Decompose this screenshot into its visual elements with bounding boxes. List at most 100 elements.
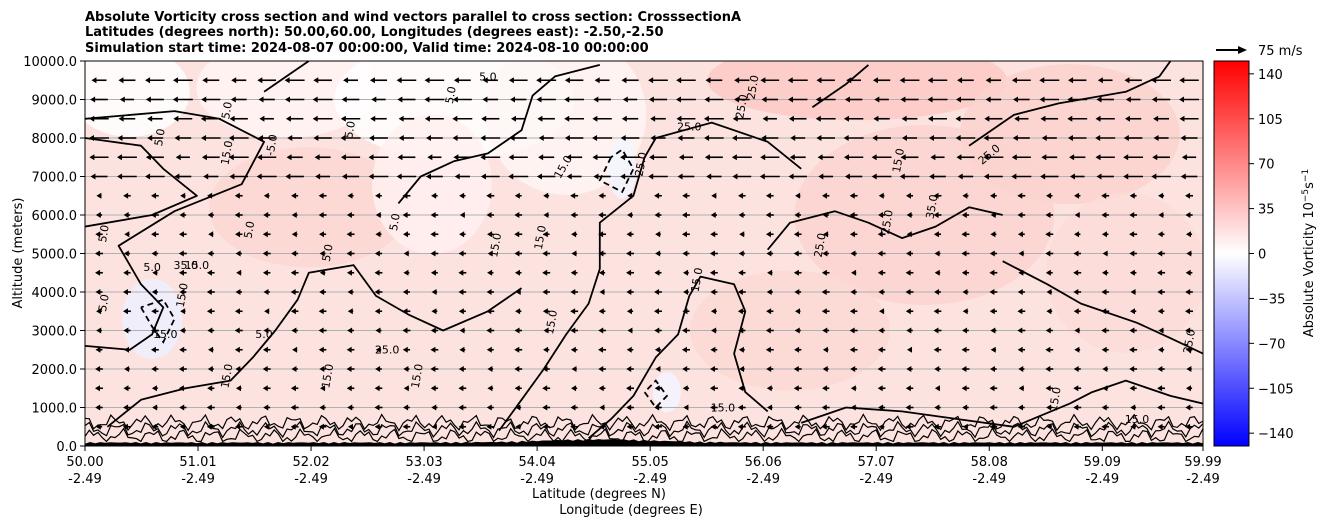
wind-vector (1180, 173, 1198, 180)
wind-vector-head (934, 385, 940, 392)
wind-vector-head (627, 327, 633, 334)
wind-vector (346, 366, 355, 372)
wind-vector-head (116, 154, 122, 161)
wind-vector-head (284, 96, 290, 103)
wind-vector (621, 77, 639, 84)
wind-vector (653, 308, 662, 315)
wind-vector (654, 327, 662, 334)
wind-vector-head (1017, 212, 1023, 218)
wind-vector-head (570, 192, 576, 199)
wind-vector-head (1130, 289, 1136, 295)
wind-vector (1017, 231, 1025, 238)
wind-vector (1157, 289, 1165, 295)
wind-vector (1045, 366, 1054, 372)
wind-vector-head (374, 269, 380, 276)
wind-vector-head (626, 269, 632, 276)
y-tick-label: 0.0 (56, 440, 77, 455)
wind-vector-head (431, 404, 437, 411)
wind-vector (118, 115, 136, 122)
wind-vector-head (962, 327, 968, 334)
wind-vector-head (899, 173, 905, 180)
wind-vector (542, 366, 550, 372)
wind-vector (347, 308, 354, 315)
wind-vector-head (290, 423, 296, 430)
wind-vector-head (542, 385, 548, 392)
wind-vector (1151, 96, 1171, 103)
wind-vector-head (264, 308, 270, 315)
wind-vector-head (1157, 250, 1163, 257)
wind-vector-head (235, 404, 241, 411)
wind-vector-head (1123, 135, 1129, 141)
wind-vector-head (759, 173, 765, 180)
wind-vector (234, 327, 243, 334)
wind-vector (711, 192, 717, 199)
wind-vector-head (1073, 308, 1079, 315)
wind-vector-head (179, 404, 185, 411)
wind-vector-head (207, 385, 213, 392)
wind-vector-head (592, 115, 598, 122)
wind-vector (648, 77, 668, 84)
wind-vector (710, 212, 718, 218)
wind-vector-head (312, 115, 318, 122)
wind-vector-head (515, 308, 521, 315)
wind-vector (118, 77, 136, 84)
wind-vector (654, 212, 662, 218)
wind-vector-head (821, 404, 827, 411)
wind-vector-head (570, 404, 576, 411)
wind-vector-head (1101, 327, 1107, 334)
wind-vector (145, 96, 164, 103)
wind-vector (347, 423, 354, 430)
wind-vector-head (179, 423, 185, 430)
wind-vector (682, 366, 690, 372)
wind-vector-head (515, 423, 521, 430)
wind-vector-head (340, 154, 346, 161)
wind-vector (1129, 308, 1137, 315)
wind-vector-head (598, 366, 604, 372)
wind-vector (235, 366, 243, 372)
wind-vector (371, 96, 386, 103)
wind-vector (123, 346, 130, 353)
wind-vector (116, 154, 137, 161)
wind-vector-head (626, 423, 632, 430)
wind-vector-head (648, 96, 654, 103)
quiver-key: 75 m/s (1216, 44, 1303, 59)
wind-vector-head (989, 289, 995, 295)
wind-vector (542, 269, 551, 276)
wind-vector (315, 173, 331, 180)
wind-vector-head (599, 269, 605, 276)
wind-vector (123, 327, 131, 334)
wind-vector (906, 366, 913, 372)
wind-vector (566, 173, 582, 180)
wind-vector-head (147, 135, 153, 141)
wind-vector (850, 366, 858, 372)
wind-vector-head (510, 96, 516, 103)
wind-vector (124, 366, 130, 372)
wind-vector (571, 366, 577, 372)
wind-vector-head (710, 404, 716, 411)
wind-vector (620, 135, 640, 141)
wind-vector (1153, 135, 1169, 141)
wind-vector (709, 250, 718, 257)
wind-vector-head (962, 423, 968, 430)
y-tick-label: 9000.0 (32, 94, 78, 109)
wind-vector-head (234, 212, 240, 218)
wind-vector-head (1130, 404, 1136, 411)
x-axis-ticks: 50.00-2.4951.01-2.4952.02-2.4953.03-2.49… (66, 446, 1222, 487)
wind-vector-head (180, 192, 186, 199)
wind-vector (654, 346, 662, 353)
wind-vector (486, 327, 495, 334)
y-tick-label: 1000.0 (32, 402, 78, 417)
wind-vector (1157, 308, 1165, 315)
wind-vector (710, 289, 718, 295)
wind-vector-head (1185, 346, 1191, 353)
wind-vector-head (766, 308, 772, 315)
wind-vector (566, 154, 583, 161)
x-tick-label-longitude: -2.49 (746, 472, 780, 487)
wind-vector-head (403, 250, 409, 257)
wind-vector (571, 385, 578, 392)
contour-label: 15.0 (487, 232, 504, 258)
wind-vectors (88, 77, 1200, 430)
wind-vector-head (821, 308, 827, 315)
wind-vector (738, 327, 746, 334)
wind-vector-head (1039, 77, 1045, 84)
